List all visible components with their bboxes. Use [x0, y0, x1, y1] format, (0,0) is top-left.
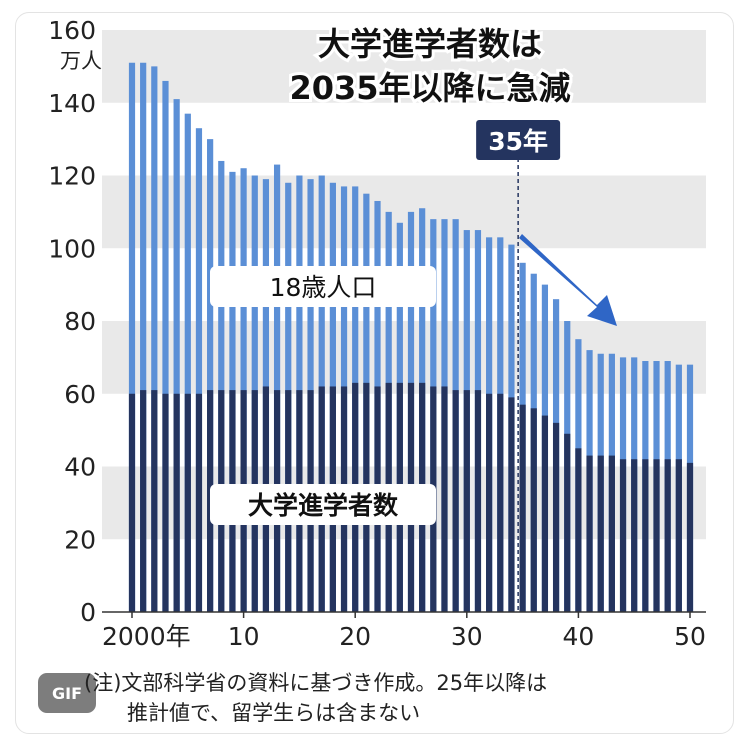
grid-band-1: [102, 321, 706, 394]
bar-shingaku-6: [195, 393, 203, 612]
bar-shingaku-35: [519, 404, 526, 612]
projection-marker: 35年: [476, 120, 617, 612]
gif-badge[interactable]: GIF: [38, 673, 96, 713]
chart-title: 大学進学者数は 2035年以降に急減: [286, 22, 573, 110]
series-label-lower: 大学進学者数: [210, 484, 436, 525]
bar-shingaku-4: [173, 393, 180, 612]
bar-18sai-2: [151, 66, 158, 612]
x-tick-label-20: 20: [339, 622, 371, 651]
bar-shingaku-5: [184, 393, 191, 612]
bar-18sai-7: [207, 139, 214, 612]
bar-shingaku-29: [452, 390, 459, 612]
bar-shingaku-32: [486, 393, 493, 612]
bar-shingaku-31: [474, 390, 482, 612]
bar-shingaku-40: [575, 448, 582, 612]
bar-shingaku-48: [664, 459, 671, 612]
grid-band-2: [102, 175, 706, 249]
bar-shingaku-46: [642, 459, 649, 612]
y-tick-label-80: 80: [64, 307, 96, 336]
y-tick-label-140: 140: [48, 89, 96, 118]
x-tick-label-50: 50: [674, 622, 706, 651]
marker-label: 35年: [488, 127, 548, 156]
bar-shingaku-47: [653, 459, 660, 612]
bar-18sai-13: [273, 164, 281, 612]
y-unit-label: 万人: [60, 49, 102, 73]
bar-shingaku-39: [564, 433, 571, 612]
bar-shingaku-41: [586, 455, 593, 612]
bar-18sai-6: [195, 128, 203, 612]
bar-shingaku-33: [497, 393, 504, 612]
bar-shingaku-37: [541, 415, 549, 612]
grid-bands: [102, 30, 706, 540]
bar-shingaku-38: [552, 422, 560, 612]
bar-shingaku-1: [140, 390, 147, 612]
y-tick-label-60: 60: [64, 380, 96, 409]
x-tick-label-0: 2000年: [102, 622, 191, 651]
bar-shingaku-42: [597, 455, 604, 612]
bar-shingaku-2: [151, 390, 158, 612]
bar-shingaku-45: [631, 459, 638, 612]
bar-shingaku-49: [675, 459, 682, 612]
bar-18sai-5: [184, 113, 191, 612]
x-tick-label-10: 10: [228, 622, 260, 651]
x-tick-label-30: 30: [451, 622, 483, 651]
y-tick-label-160: 160: [48, 16, 96, 45]
grid-band-3: [102, 30, 706, 103]
footnote-line-2: 推計値で、留学生らは含まない: [127, 701, 421, 725]
bar-shingaku-36: [530, 408, 537, 612]
title-line-1: 大学進学者数は: [318, 25, 542, 63]
y-tick-label-0: 0: [80, 598, 96, 627]
bar-shingaku-0: [128, 393, 136, 612]
bar-18sai-1: [140, 62, 147, 613]
bar-shingaku-3: [162, 393, 169, 612]
y-tick-labels: 0 20 40 60 80 100 120 140 160: [48, 16, 96, 627]
series-label-lower-text: 大学進学者数: [248, 491, 399, 520]
bar-18sai-8: [218, 160, 225, 612]
series-label-lower-box: [210, 484, 436, 525]
x-tick-labels: 2000年 10 20 30 40 50: [102, 622, 706, 651]
x-tick-label-40: 40: [562, 622, 594, 651]
bar-shingaku-30: [463, 390, 470, 612]
bar-shingaku-43: [608, 455, 615, 612]
y-tick-label-40: 40: [64, 453, 96, 482]
bar-shingaku-44: [619, 459, 627, 612]
title-line-2: 2035年以降に急減: [289, 69, 570, 107]
y-tick-label-120: 120: [48, 162, 96, 191]
bar-shingaku-28: [441, 386, 448, 612]
series-label-upper: 18歳人口: [210, 266, 436, 307]
bar-shingaku-50: [686, 462, 694, 612]
decline-arrow-icon: [519, 234, 617, 326]
bar-18sai-4: [173, 99, 180, 613]
marker-label-box: [476, 120, 561, 160]
series-label-upper-box: [210, 266, 436, 307]
axes: [102, 611, 706, 618]
bar-18sai-3: [162, 80, 169, 613]
y-tick-label-100: 100: [48, 234, 96, 263]
footnote-line-1: (注)文部科学省の資料に基づき作成。25年以降は: [84, 671, 548, 695]
series-label-upper-text: 18歳人口: [270, 273, 377, 302]
y-tick-label-20: 20: [64, 525, 96, 554]
bar-shingaku-34: [508, 397, 515, 612]
bar-18sai-0: [128, 62, 136, 613]
